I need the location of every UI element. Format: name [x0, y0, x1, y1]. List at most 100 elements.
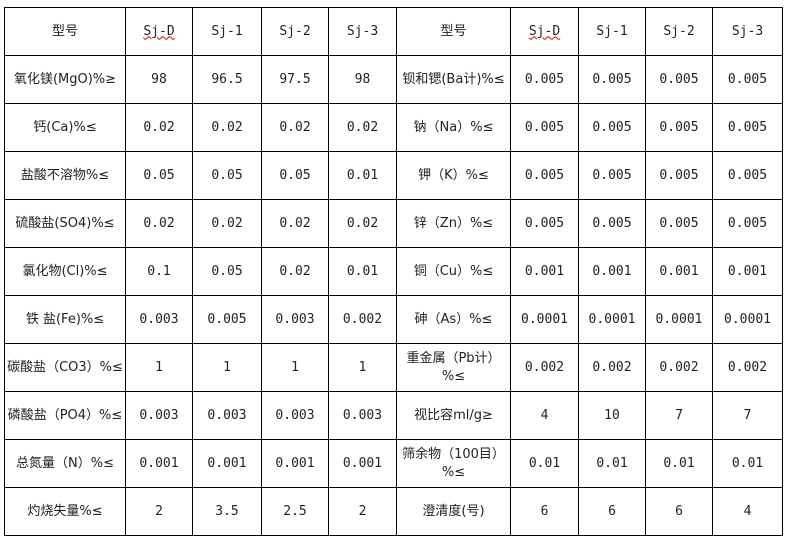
value-cell: 0.005	[578, 199, 646, 248]
table-row: 氯化物(Cl)%≤ 0.1 0.05 0.02 0.01 铜（Cu）%≤ 0.001 0.00…	[4, 247, 783, 296]
property-name: 钠（Na）%≤	[396, 103, 511, 152]
spec-table: 型号 Sj-D Sj-1 Sj-2 Sj-3 型号 Sj-D Sj-1 Sj-2…	[4, 7, 783, 536]
value-cell: 3.5	[192, 487, 262, 536]
value-cell: 0.02	[261, 103, 329, 152]
value-cell: 0.05	[192, 247, 262, 296]
value-cell: 0.002	[712, 343, 783, 392]
value-cell: 0.003	[125, 295, 193, 344]
value-cell: 0.01	[510, 439, 579, 488]
value-cell: 0.05	[192, 151, 262, 200]
value-cell: 0.1	[125, 247, 193, 296]
property-name: 氧化镁(MgO)%≥	[4, 55, 126, 104]
value-cell: 98	[328, 55, 397, 104]
property-name: 硫酸盐(SO4)%≤	[4, 199, 126, 248]
value-cell: 0.005	[645, 103, 713, 152]
value-cell: 0.001	[192, 439, 262, 488]
value-cell: 0.02	[328, 103, 397, 152]
model-header: Sj-3	[328, 7, 397, 56]
value-cell: 0.0001	[510, 295, 579, 344]
value-cell: 0.002	[578, 343, 646, 392]
property-name: 筛余物（100目）%≤	[396, 439, 511, 488]
value-cell: 0.005	[645, 151, 713, 200]
value-cell: 0.01	[328, 247, 397, 296]
header-label: 型号	[4, 7, 126, 56]
value-cell: 0.001	[125, 439, 193, 488]
value-cell: 0.002	[645, 343, 713, 392]
property-name: 盐酸不溶物%≤	[4, 151, 126, 200]
value-cell: 0.005	[712, 55, 783, 104]
property-name: 钾（K）%≤	[396, 151, 511, 200]
value-cell: 0.0001	[578, 295, 646, 344]
value-cell: 0.005	[510, 103, 579, 152]
value-cell: 1	[328, 343, 397, 392]
value-cell: 0.005	[192, 295, 262, 344]
value-cell: 0.02	[125, 103, 193, 152]
value-cell: 2	[328, 487, 397, 536]
value-cell: 0.005	[645, 199, 713, 248]
table-row: 氧化镁(MgO)%≥ 98 96.5 97.5 98 钡和锶(Ba计)%≤ 0.005 0.0…	[4, 55, 783, 104]
value-cell: 0.02	[125, 199, 193, 248]
value-cell: 4	[712, 487, 783, 536]
property-name: 铁 盐(Fe)%≤	[4, 295, 126, 344]
table-row: 磷酸盐（PO4）%≤ 0.003 0.003 0.003 0.003 视比容ml/g≥ 4 1…	[4, 391, 783, 440]
value-cell: 0.005	[712, 151, 783, 200]
value-cell: 1	[192, 343, 262, 392]
property-name: 碳酸盐（CO3）%≤	[4, 343, 126, 392]
value-cell: 0.01	[712, 439, 783, 488]
value-cell: 2.5	[261, 487, 329, 536]
table-row: 铁 盐(Fe)%≤ 0.003 0.005 0.003 0.002 砷（As）%≤ 0.00…	[4, 295, 783, 344]
value-cell: 7	[712, 391, 783, 440]
value-cell: 0.003	[328, 391, 397, 440]
value-cell: 0.005	[578, 55, 646, 104]
value-cell: 0.005	[712, 103, 783, 152]
value-cell: 0.005	[578, 103, 646, 152]
value-cell: 0.02	[261, 247, 329, 296]
model-header: Sj-2	[261, 7, 329, 56]
value-cell: 0.001	[510, 247, 579, 296]
table-row: 灼烧失量%≤ 2 3.5 2.5 2 澄清度(号) 6 6 6 4	[4, 487, 783, 536]
value-cell: 96.5	[192, 55, 262, 104]
value-cell: 0.002	[328, 295, 397, 344]
value-cell: 0.001	[261, 439, 329, 488]
value-cell: 0.01	[578, 439, 646, 488]
value-cell: 1	[125, 343, 193, 392]
value-cell: 0.05	[261, 151, 329, 200]
value-cell: 0.003	[125, 391, 193, 440]
value-cell: 4	[510, 391, 579, 440]
property-name: 灼烧失量%≤	[4, 487, 126, 536]
model-header: Sj-2	[645, 7, 713, 56]
value-cell: 0.005	[510, 199, 579, 248]
value-cell: 0.005	[645, 55, 713, 104]
value-cell: 0.02	[328, 199, 397, 248]
property-name: 锌（Zn）%≤	[396, 199, 511, 248]
table-row: 总氮量（N）%≤ 0.001 0.001 0.001 0.001 筛余物（100目）%≤ 0…	[4, 439, 783, 488]
value-cell: 0.01	[328, 151, 397, 200]
value-cell: 7	[645, 391, 713, 440]
value-cell: 0.0001	[645, 295, 713, 344]
value-cell: 0.01	[645, 439, 713, 488]
value-cell: 0.001	[712, 247, 783, 296]
value-cell: 0.002	[510, 343, 579, 392]
value-cell: 6	[645, 487, 713, 536]
value-cell: 0.003	[192, 391, 262, 440]
value-cell: 98	[125, 55, 193, 104]
property-name: 重金属（Pb计）%≤	[396, 343, 511, 392]
value-cell: 0.003	[261, 295, 329, 344]
value-cell: 0.05	[125, 151, 193, 200]
value-cell: 0.003	[261, 391, 329, 440]
property-name: 钙(Ca)%≤	[4, 103, 126, 152]
value-cell: 6	[578, 487, 646, 536]
value-cell: 0.0001	[712, 295, 783, 344]
value-cell: 0.005	[712, 199, 783, 248]
model-header: Sj-3	[712, 7, 783, 56]
value-cell: 0.005	[578, 151, 646, 200]
value-cell: 97.5	[261, 55, 329, 104]
table-row: 钙(Ca)%≤ 0.02 0.02 0.02 0.02 钠（Na）%≤ 0.005 0.005…	[4, 103, 783, 152]
value-cell: 2	[125, 487, 193, 536]
value-cell: 0.005	[510, 55, 579, 104]
property-name: 澄清度(号)	[396, 487, 511, 536]
property-name: 视比容ml/g≥	[396, 391, 511, 440]
value-cell: 0.001	[578, 247, 646, 296]
value-cell: 6	[510, 487, 579, 536]
property-name: 总氮量（N）%≤	[4, 439, 126, 488]
